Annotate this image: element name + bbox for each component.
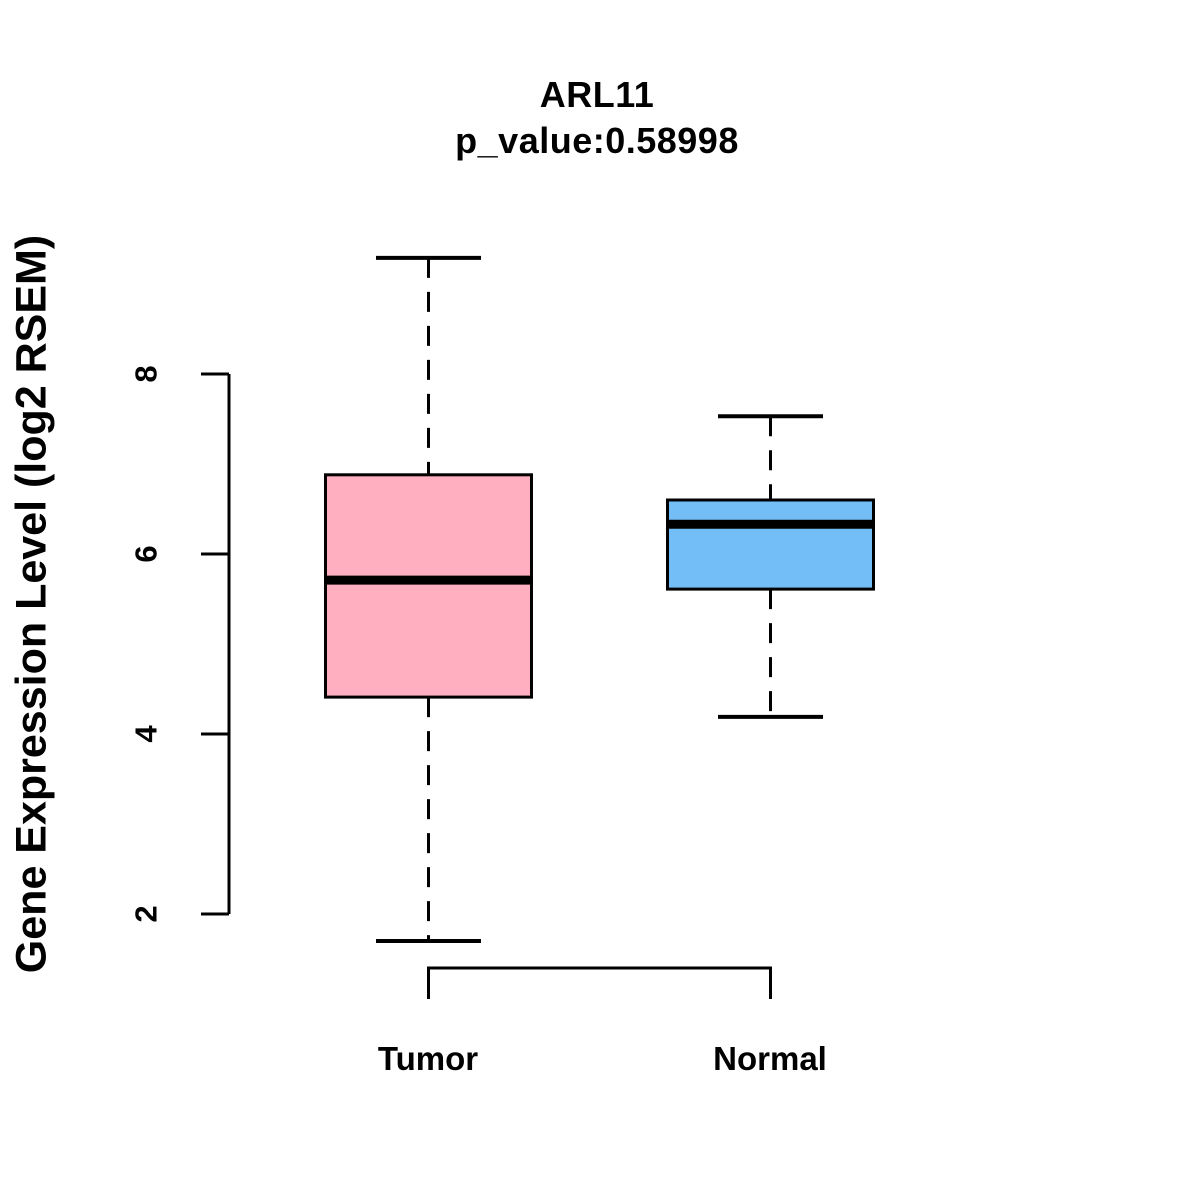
y-tick-label-2: 2	[129, 905, 164, 922]
x-category-label-normal: Normal	[713, 1040, 827, 1077]
chart-subtitle-pvalue: p_value:0.58998	[455, 120, 739, 161]
tumor-box	[324, 473, 533, 699]
normal-box	[666, 498, 875, 591]
y-tick-label-6: 6	[129, 545, 164, 562]
chart-title: ARL11	[539, 74, 655, 115]
x-category-label-tumor: Tumor	[377, 1040, 479, 1077]
y-tick-label-4: 4	[129, 725, 164, 743]
x-axis-bracket	[427, 966, 772, 999]
y-tick-label-8: 8	[129, 365, 164, 382]
